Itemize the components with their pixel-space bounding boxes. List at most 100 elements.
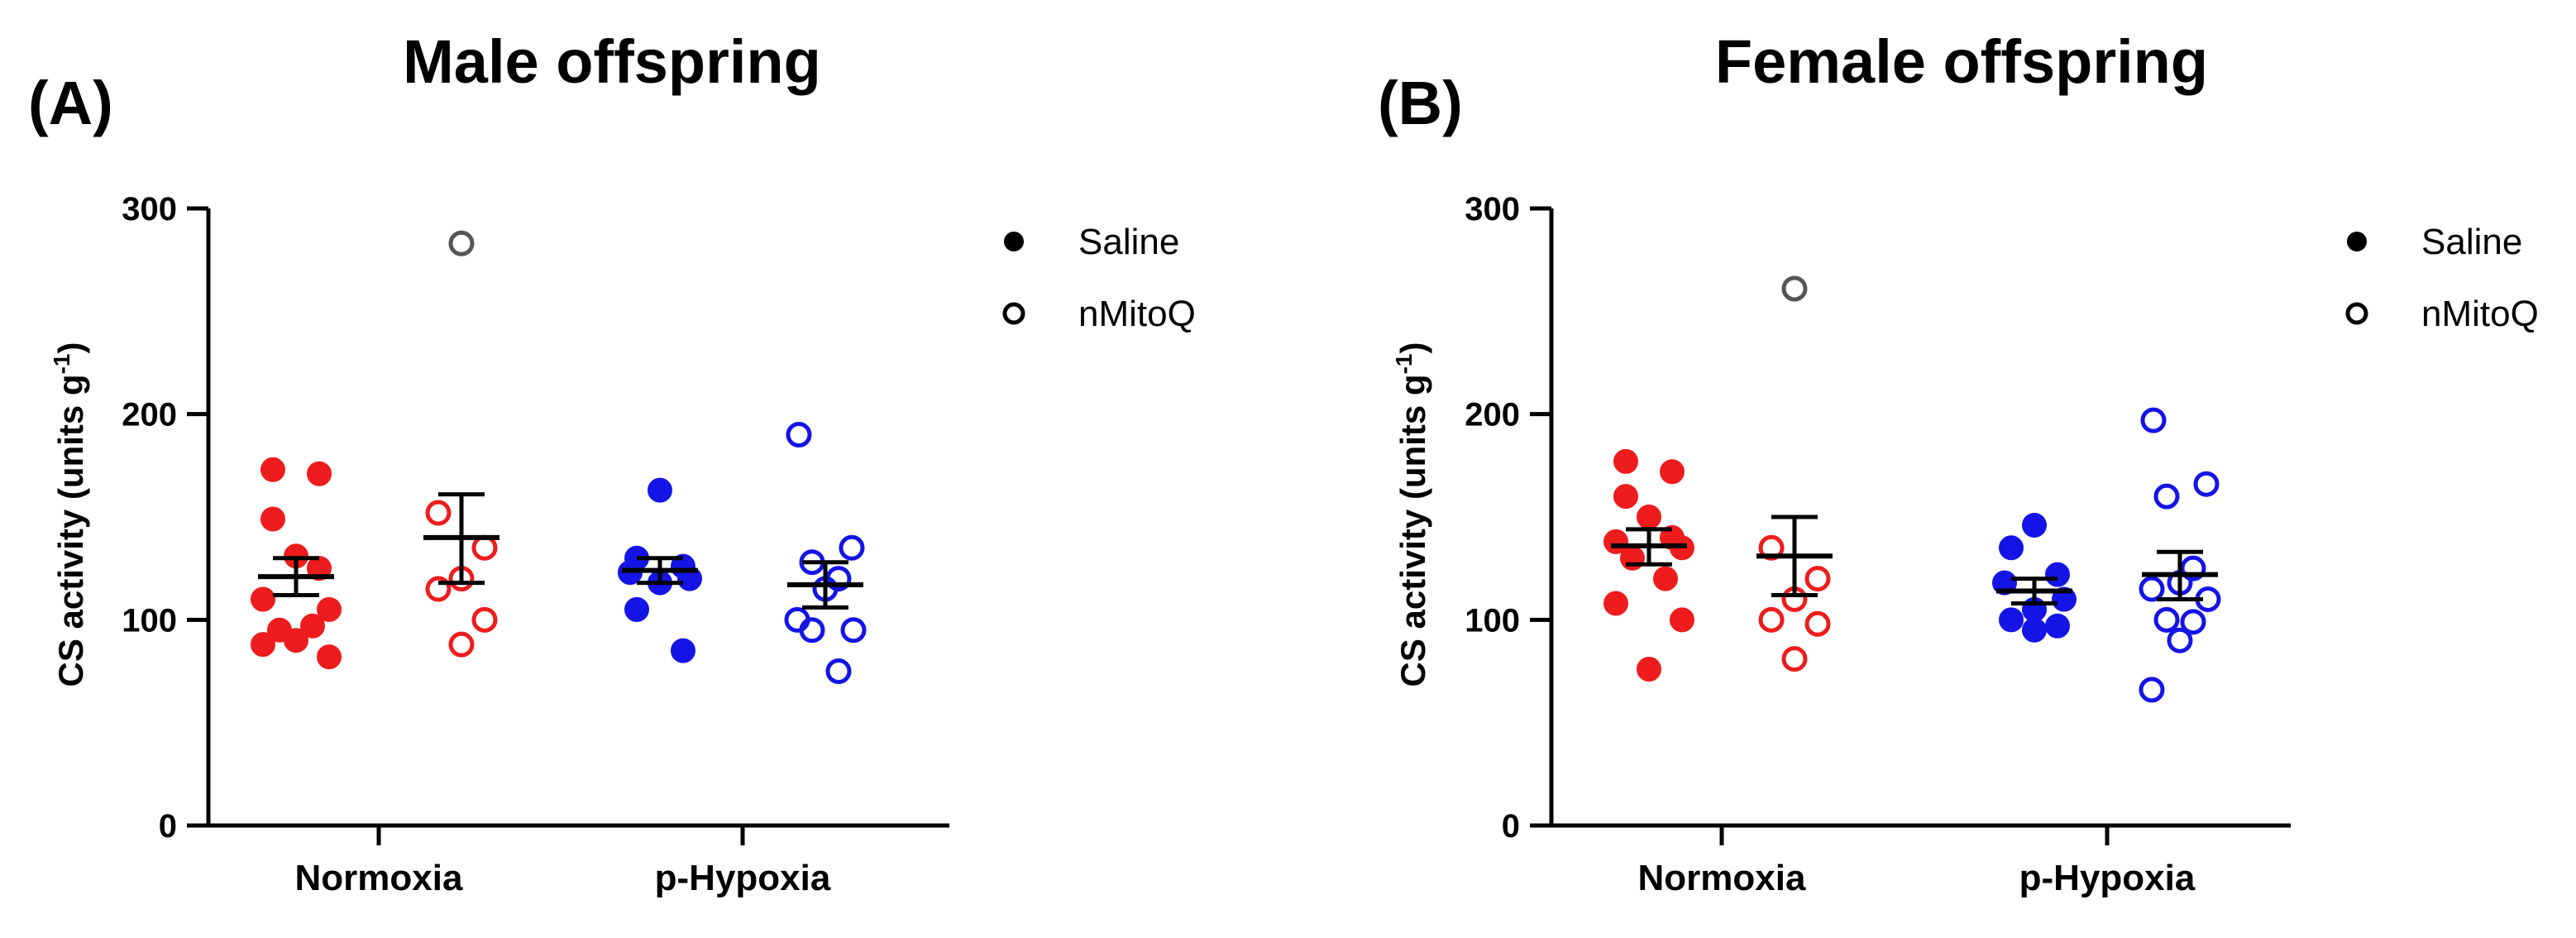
- panel-b: (B) Female offspring CS activity (units …: [1378, 27, 2539, 898]
- panel-b-axes: 0 100 200 300 Normoxia p-Hypoxia: [1465, 191, 2291, 898]
- panel-a-data-point: [786, 422, 812, 448]
- panel-a-y-axis-label-close: ): [51, 342, 90, 354]
- panel-a-group-p-hypoxia-saline: [618, 477, 702, 663]
- panel-a-data-point: [448, 230, 475, 256]
- panel-b-group-p-hypoxia-saline: [1992, 512, 2077, 643]
- panel-b-y-axis-label-superscript: -1: [1391, 354, 1417, 375]
- panel-a-marks: [251, 230, 867, 684]
- panel-a-data-point: [448, 631, 475, 658]
- panel-a-x-tick-label: p-Hypoxia: [655, 858, 831, 898]
- panel-b-y-tick-label: 300: [1465, 191, 1520, 227]
- panel-a: (A) Male offspring CS activity (units g-…: [28, 27, 1196, 898]
- panel-a-y-tick-label: 100: [122, 602, 177, 639]
- panel-a-data-point: [624, 596, 649, 622]
- panel-b-label: (B): [1378, 69, 1463, 137]
- panel-a-legend-label-saline: Saline: [1078, 222, 1179, 262]
- panel-a-data-point: [317, 644, 342, 670]
- panel-a-data-point: [799, 617, 825, 644]
- panel-a-legend-label-nmitoq: nMitoQ: [1078, 294, 1196, 334]
- panel-b-data-point: [1999, 607, 2024, 633]
- panel-b-data-point: [2139, 677, 2165, 703]
- panel-a-y-axis-label-superscript: -1: [49, 354, 74, 375]
- panel-b-data-point: [1781, 275, 1808, 302]
- panel-b-data-point: [1758, 606, 1785, 633]
- panel-b-x-tick-label: p-Hypoxia: [2019, 858, 2196, 898]
- panel-a-data-point: [251, 586, 275, 612]
- panel-a-data-point: [251, 632, 275, 658]
- panel-b-legend-marker-saline: [2347, 232, 2367, 251]
- panel-b-y-axis-label: CS activity (units g-1): [1391, 342, 1432, 687]
- panel-b-legend-marker-nmitoq: [2345, 302, 2368, 325]
- panel-a-y-axis-label: CS activity (units g-1): [49, 342, 90, 687]
- panel-b-legend: Saline nMitoQ: [2345, 222, 2539, 334]
- panel-b-data-point: [1999, 535, 2024, 561]
- panel-a-data-point: [825, 658, 852, 684]
- panel-b-data-point: [2022, 617, 2047, 643]
- panel-b-group-p-hypoxia-nmitoq: [2139, 407, 2221, 703]
- panel-b-data-point: [1804, 610, 1831, 637]
- panel-b-data-point: [2139, 576, 2165, 602]
- panel-a-group-normoxia-saline: [251, 457, 342, 670]
- panel-a-data-point: [260, 457, 285, 482]
- panel-a-axes: 0 100 200 300 Normoxia p-Hypoxia: [122, 191, 949, 898]
- panel-a-data-point: [671, 638, 695, 663]
- panel-b-data-point: [2045, 613, 2070, 639]
- panel-a-x-tick-label: Normoxia: [295, 858, 463, 898]
- panel-b-data-point: [2167, 627, 2193, 653]
- panel-a-legend-marker-nmitoq: [1002, 302, 1025, 325]
- panel-b-data-point: [1653, 566, 1678, 591]
- panel-a-title: Male offspring: [403, 27, 821, 96]
- panel-b-data-point: [1637, 657, 1661, 682]
- panel-b-data-point: [2022, 512, 2047, 538]
- panel-b-data-point: [1660, 459, 1685, 485]
- panel-b-data-point: [2153, 606, 2180, 633]
- panel-b-y-axis-label-main: CS activity (units g: [1393, 374, 1432, 687]
- panel-b-data-point: [1613, 448, 1638, 474]
- panel-b-data-point: [1670, 607, 1694, 633]
- panel-b-data-point: [2193, 471, 2220, 497]
- panel-a-data-point: [425, 500, 452, 526]
- panel-a-data-point: [425, 576, 452, 602]
- panel-a-y-tick-label: 300: [122, 191, 177, 227]
- panel-a-data-point: [284, 628, 308, 653]
- panel-b-y-axis-label-close: ): [1393, 342, 1432, 354]
- panel-b-legend-label-saline: Saline: [2421, 222, 2522, 262]
- panel-b-marks: [1603, 275, 2221, 703]
- panel-b-group-normoxia-nmitoq: [1756, 275, 1833, 672]
- panel-a-data-point: [648, 477, 672, 503]
- panel-a-y-tick-label: 0: [159, 808, 177, 845]
- panel-a-data-point: [471, 606, 498, 633]
- panel-b-title: Female offspring: [1715, 27, 2208, 96]
- panel-b-data-point: [2153, 483, 2180, 510]
- panel-b-data-point: [2180, 555, 2206, 581]
- panel-a-group-normoxia-nmitoq: [423, 230, 499, 658]
- panel-b-data-point: [2180, 609, 2206, 635]
- panel-b-group-normoxia-saline: [1603, 448, 1694, 682]
- panel-b-data-point: [1603, 591, 1628, 616]
- panel-b-data-point: [2140, 407, 2167, 433]
- panel-a-group-p-hypoxia-nmitoq: [784, 422, 867, 684]
- panel-a-legend: Saline nMitoQ: [1002, 222, 1196, 334]
- panel-b-data-point: [1758, 534, 1785, 561]
- panel-a-y-axis-label-main: CS activity (units g: [51, 374, 90, 687]
- panel-b-x-tick-label: Normoxia: [1638, 858, 1806, 898]
- panel-a-data-point: [260, 506, 285, 532]
- panel-b-y-tick-label: 200: [1465, 397, 1520, 433]
- panel-a-y-tick-label: 200: [122, 397, 177, 433]
- panel-b-data-point: [1613, 484, 1638, 510]
- panel-b-data-point: [1637, 505, 1661, 529]
- panel-a-label: (A): [28, 69, 113, 137]
- panel-b-legend-label-nmitoq: nMitoQ: [2421, 294, 2539, 334]
- panel-a-data-point: [840, 617, 867, 644]
- panel-a-data-point: [839, 534, 865, 561]
- panel-b-y-tick-label: 0: [1502, 808, 1520, 845]
- panel-a-data-point: [300, 613, 325, 639]
- panel-b-y-tick-label: 100: [1465, 602, 1520, 639]
- panel-b-data-point: [1781, 646, 1808, 672]
- panel-b-data-point: [1804, 566, 1831, 592]
- panel-a-data-point: [317, 596, 342, 622]
- panel-b-data-point: [2045, 562, 2070, 587]
- panel-a-data-point: [307, 461, 332, 486]
